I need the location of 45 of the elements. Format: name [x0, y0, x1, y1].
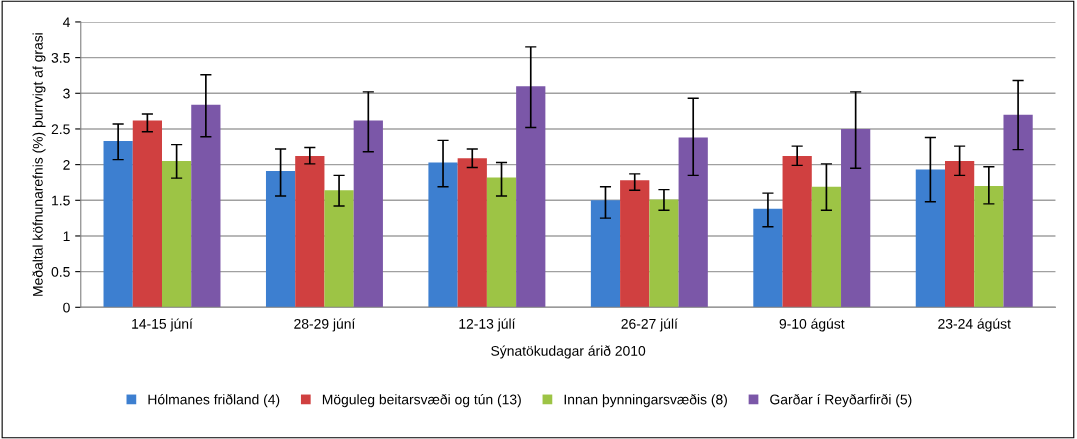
bar — [649, 199, 679, 308]
bar — [945, 161, 975, 308]
y-tick-label: 3 — [63, 88, 70, 99]
y-tick-label: 0 — [63, 302, 70, 313]
bar — [590, 200, 621, 308]
x-tick-label: 12-13 júlí — [459, 318, 516, 332]
legend-label: Möguleg beitarsvæði og tún (13) — [322, 393, 521, 408]
bar — [678, 137, 708, 308]
x-tick-label: 23-24 ágúst — [938, 318, 1011, 332]
bar — [486, 177, 517, 308]
bar — [620, 180, 650, 308]
y-tick-label: 0.5 — [51, 266, 70, 277]
bar — [428, 162, 458, 308]
bar — [753, 208, 783, 308]
y-tick-label: 2 — [63, 159, 70, 170]
x-tick-label: 9-10 ágúst — [779, 318, 845, 332]
y-axis-title: Meðaltal köfnunarefnis (%) þurrvigt af grasi — [32, 33, 46, 296]
y-tick-label: 3.5 — [51, 52, 70, 63]
bar — [132, 120, 162, 308]
x-tick-label: 28-29 júní — [294, 318, 356, 332]
bar — [191, 104, 221, 308]
bar — [811, 186, 842, 308]
bar — [265, 171, 296, 308]
bar — [295, 156, 325, 308]
x-tick-label: 14-15 júní — [132, 318, 193, 332]
bar — [974, 186, 1004, 308]
x-tick-label: 26-27 júlí — [621, 318, 678, 332]
y-tick-label: 1.5 — [52, 195, 70, 206]
bar — [516, 86, 546, 308]
legend-label: Hólmanes friðland (4) — [148, 393, 280, 408]
bar — [1003, 114, 1033, 308]
bar — [841, 128, 871, 308]
bar — [782, 156, 812, 308]
x-axis-title: Sýnatökudagar árið 2010 — [491, 345, 646, 359]
y-tick-label: 4 — [62, 17, 70, 27]
y-tick-label: 1 — [63, 231, 70, 241]
y-tick-label: 2.5 — [51, 124, 70, 135]
bar — [353, 120, 383, 308]
bar — [457, 158, 487, 308]
bar — [915, 169, 945, 308]
bar — [324, 190, 354, 308]
legend-label: Innan þynningarsvæðis (8) — [564, 393, 727, 408]
bar — [162, 161, 192, 308]
bar — [103, 141, 133, 308]
legend-label: Garðar í Reyðarfirði (5) — [770, 393, 912, 408]
